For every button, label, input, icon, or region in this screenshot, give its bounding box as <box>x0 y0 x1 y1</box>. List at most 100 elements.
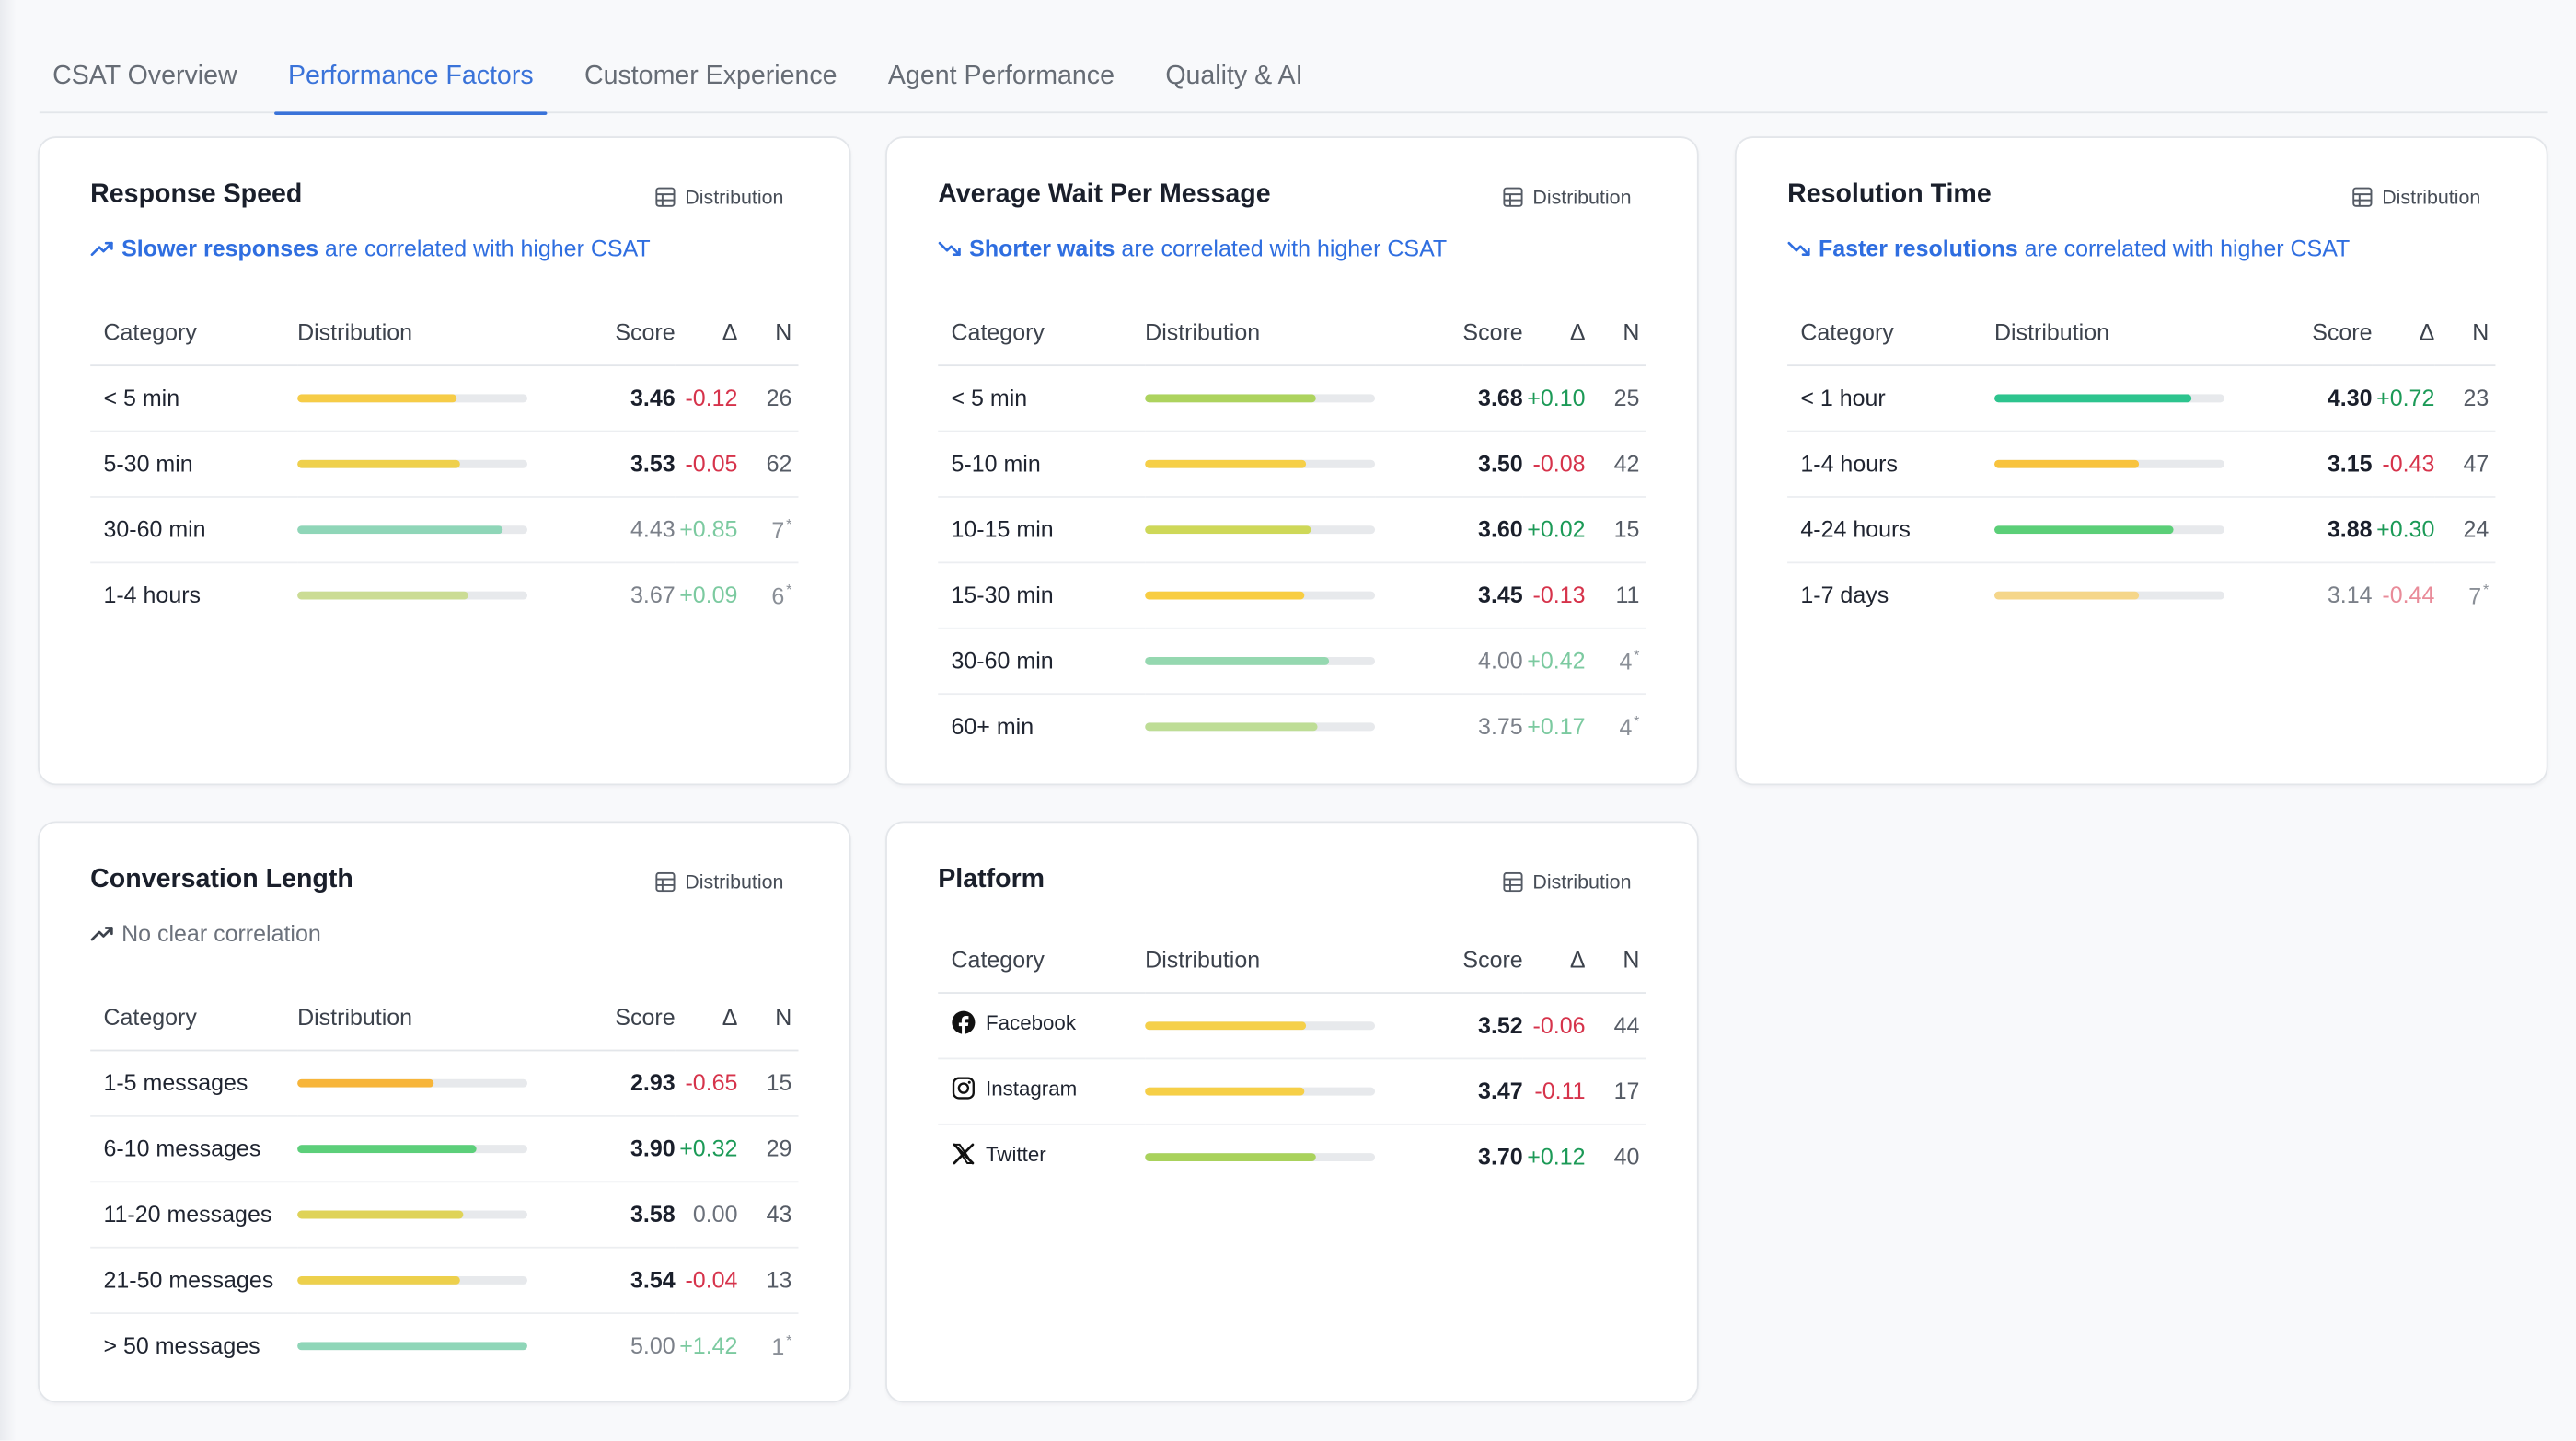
distribution-cell <box>1145 561 1376 628</box>
column-header-n[interactable]: N <box>1585 300 1646 366</box>
column-header-delta[interactable]: Δ <box>1522 300 1586 366</box>
delta-value: -0.12 <box>675 364 738 432</box>
column-header-n[interactable]: N <box>737 986 799 1051</box>
column-header-n[interactable]: N <box>1585 928 1646 994</box>
sample-size-value: 13 <box>766 1266 792 1293</box>
average-wait-card: Average Wait Per Message Distribution Sh… <box>885 136 1699 786</box>
distribution-cell <box>297 430 527 497</box>
distribution-cell <box>297 364 527 432</box>
delta-value: -0.11 <box>1522 1057 1586 1124</box>
distribution-bar <box>297 1144 527 1153</box>
column-header-score[interactable]: Score <box>1375 300 1523 366</box>
category-cell: 5-10 min <box>938 430 1146 497</box>
factor-table: Category Distribution Score Δ N < 5 min 3.68 +0… <box>938 300 1646 759</box>
sample-size-value: 44 <box>1613 1011 1640 1039</box>
tab-csat-overview[interactable]: CSAT Overview <box>52 62 237 91</box>
sample-size-cell: 47 <box>2434 430 2496 497</box>
table-row: 4-24 hours 3.88 +0.30 24 <box>1787 496 2496 563</box>
score-value: 4.00 <box>1375 627 1523 695</box>
distribution-bar-fill <box>297 393 456 402</box>
distribution-button-label: Distribution <box>1532 185 1632 209</box>
distribution-bar-fill <box>1145 1152 1316 1161</box>
sample-size-value: 24 <box>2463 515 2489 543</box>
table-row: 1-4 hours 3.67 +0.09 6 * <box>90 561 798 627</box>
facebook-icon <box>952 1010 976 1035</box>
sample-size-value: 29 <box>766 1135 792 1161</box>
distribution-cell <box>1145 364 1376 432</box>
sample-size-value: 4 <box>1619 647 1633 674</box>
sample-size-value: 47 <box>2463 450 2489 477</box>
table-grid-icon <box>655 187 676 207</box>
distribution-bar-fill <box>1145 1020 1307 1030</box>
column-header-category[interactable]: Category <box>1787 300 1994 366</box>
twitter-x-icon <box>952 1142 976 1167</box>
column-header-distribution[interactable]: Distribution <box>297 986 527 1051</box>
card-title: Average Wait Per Message <box>938 180 1271 209</box>
column-header-score[interactable]: Score <box>526 986 676 1051</box>
column-header-delta[interactable]: Δ <box>675 300 738 366</box>
tab-quality-ai[interactable]: Quality & AI <box>1165 62 1303 91</box>
distribution-cell <box>1993 364 2224 432</box>
distribution-toggle-button[interactable]: Distribution <box>655 870 783 893</box>
sample-size-cell: 42 <box>1585 430 1646 497</box>
score-value: 3.58 <box>526 1181 676 1248</box>
column-header-delta[interactable]: Δ <box>675 986 738 1051</box>
table-row: 1-4 hours 3.15 -0.43 47 <box>1787 430 2496 497</box>
score-value: 3.52 <box>1375 992 1523 1059</box>
distribution-cell <box>297 1181 527 1248</box>
column-header-n[interactable]: N <box>737 300 799 366</box>
category-cell: 30-60 min <box>938 627 1146 695</box>
tab-customer-experience[interactable]: Customer Experience <box>583 62 837 91</box>
distribution-bar-fill <box>1145 1086 1304 1095</box>
correlation-insight: No clear correlation <box>90 920 321 946</box>
table-header-row: Category Distribution Score Δ N <box>938 300 1646 366</box>
score-value: 3.50 <box>1375 430 1523 497</box>
column-header-category[interactable]: Category <box>90 300 298 366</box>
tab-agent-performance[interactable]: Agent Performance <box>887 62 1115 91</box>
distribution-toggle-button[interactable]: Distribution <box>655 186 783 209</box>
tab-performance-factors[interactable]: Performance Factors <box>274 40 548 115</box>
column-header-score[interactable]: Score <box>2224 300 2373 366</box>
card-title: Conversation Length <box>90 865 353 894</box>
column-header-distribution[interactable]: Distribution <box>1145 928 1376 994</box>
sidebar-edge <box>0 0 17 1441</box>
distribution-bar <box>297 1078 527 1087</box>
column-header-distribution[interactable]: Distribution <box>297 300 527 366</box>
sample-size-value: 4 <box>1619 713 1633 741</box>
distribution-button-label: Distribution <box>2382 185 2481 209</box>
table-header-row: Category Distribution Score Δ N <box>90 300 799 366</box>
distribution-cell <box>1145 496 1376 563</box>
category-cell: 15-30 min <box>938 561 1146 628</box>
score-value: 3.90 <box>526 1115 676 1182</box>
column-header-score[interactable]: Score <box>1375 928 1523 994</box>
delta-value: +0.42 <box>1522 627 1586 695</box>
table-header-row: Category Distribution Score Δ N <box>90 986 799 1051</box>
distribution-bar-fill <box>297 1078 433 1087</box>
table-grid-icon <box>1503 187 1523 207</box>
column-header-delta[interactable]: Δ <box>1522 928 1586 994</box>
distribution-bar <box>1993 458 2224 467</box>
column-header-distribution[interactable]: Distribution <box>1993 300 2224 366</box>
column-header-category[interactable]: Category <box>90 986 298 1051</box>
category-label: Twitter <box>986 1142 1046 1166</box>
distribution-bar <box>1145 1020 1376 1030</box>
distribution-toggle-button[interactable]: Distribution <box>2352 186 2480 209</box>
response-speed-card: Response Speed Distribution Slower respo… <box>38 136 851 786</box>
column-header-delta[interactable]: Δ <box>2372 300 2435 366</box>
distribution-cell <box>297 561 527 627</box>
category-cell: > 50 messages <box>103 1332 260 1359</box>
sample-size-cell: 26 <box>737 364 799 432</box>
score-value: 3.46 <box>526 364 676 432</box>
distribution-cell <box>297 1246 527 1314</box>
column-header-distribution[interactable]: Distribution <box>1145 300 1376 366</box>
distribution-bar <box>1145 525 1376 534</box>
column-header-category[interactable]: Category <box>938 928 1146 994</box>
distribution-toggle-button[interactable]: Distribution <box>1503 185 1632 209</box>
column-header-n[interactable]: N <box>2434 300 2496 366</box>
table-row: 30-60 min 4.43 +0.85 7 * <box>90 496 799 563</box>
distribution-toggle-button[interactable]: Distribution <box>1503 870 1632 893</box>
distribution-bar-fill <box>1993 591 2140 600</box>
distribution-bar-fill <box>297 458 461 467</box>
column-header-category[interactable]: Category <box>938 300 1146 366</box>
column-header-score[interactable]: Score <box>526 300 676 366</box>
